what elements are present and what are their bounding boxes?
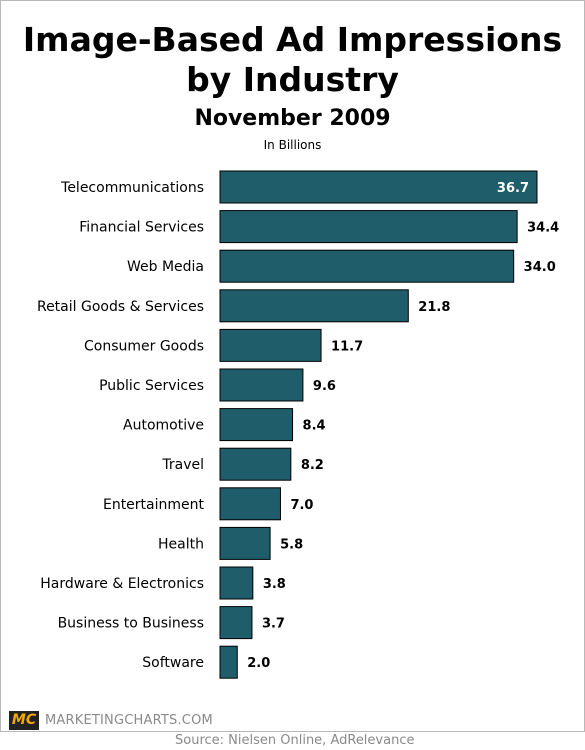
bar-chart: Telecommunications 36.7 Financial Services… [37,170,559,679]
bar [219,289,409,323]
mc-logo: MC [9,711,39,730]
category-label: Consumer Goods [84,338,204,354]
value-label: 8.4 [303,419,326,434]
bar [219,447,292,481]
bar [219,408,294,442]
bar [219,210,518,244]
category-label: Travel [161,457,204,473]
bar [219,170,538,204]
bar [219,645,238,679]
value-label: 8.2 [301,458,324,473]
bar [219,368,304,402]
category-label: Health [158,536,204,552]
value-label: 3.7 [262,617,285,632]
value-label: 2.0 [247,656,270,671]
category-label: Financial Services [79,220,204,236]
category-label: Business to Business [58,616,204,632]
value-label: 9.6 [313,379,336,394]
units-note: In Billions [263,138,322,152]
value-label: 3.8 [263,577,286,592]
site-name: MARKETINGCHARTS.COM [45,713,213,728]
category-label: Automotive [123,418,204,434]
category-label: Retail Goods & Services [37,299,204,315]
value-label: 36.7 [497,181,529,196]
value-label: 34.4 [527,221,559,236]
bar [219,526,271,560]
bar [219,566,254,600]
value-label: 21.8 [418,300,450,315]
value-label: 34.0 [524,260,556,275]
chart-frame [0,0,585,732]
bar [219,328,322,362]
chart-title: Image-Based Ad Impressions by Industry [22,20,563,99]
value-label: 7.0 [290,498,313,513]
category-label: Entertainment [103,497,205,513]
bar [219,249,515,283]
footer-branding: MC MARKETINGCHARTS.COM [9,711,213,730]
bar [219,606,253,640]
category-label: Telecommunications [60,180,204,196]
value-label: 5.8 [280,537,303,552]
source-note: Source: Nielsen Online, AdRelevance [175,733,415,748]
category-label: Public Services [99,378,204,394]
bar [219,487,281,521]
category-label: Hardware & Electronics [40,576,204,592]
value-label: 11.7 [331,339,363,354]
chart-subtitle: November 2009 [194,106,391,131]
category-label: Web Media [127,259,204,275]
category-label: Software [142,655,204,671]
